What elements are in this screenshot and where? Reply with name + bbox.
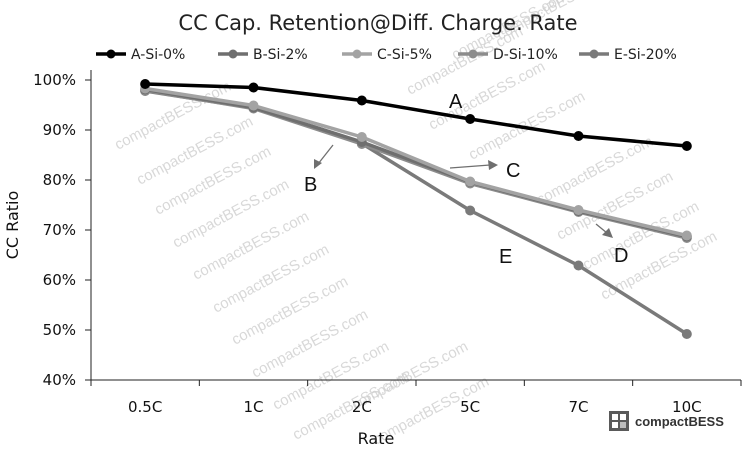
legend-swatch-marker — [468, 49, 478, 59]
data-point — [573, 260, 584, 271]
data-point — [140, 79, 151, 89]
annotation-d: D — [614, 245, 628, 267]
annotation-e: E — [499, 246, 512, 268]
legend-item: D-Si-10% — [458, 47, 558, 63]
data-point — [248, 82, 259, 93]
data-point — [681, 141, 692, 151]
series-layer — [140, 79, 692, 339]
x-axis-title: Rate — [358, 429, 395, 448]
x-tick-label: 5C — [460, 398, 480, 416]
annotation-c: C — [506, 160, 520, 182]
arrow-d-head — [602, 228, 613, 238]
annotation-arrows — [314, 144, 613, 238]
series-1 — [140, 79, 692, 151]
x-tick-label: 0.5C — [128, 398, 162, 416]
y-tick-label: 70% — [43, 221, 76, 239]
legend-label: C-Si-5% — [377, 47, 432, 63]
x-tick-label: 10C — [672, 398, 702, 416]
data-point — [573, 131, 584, 141]
annotation-a: A — [449, 91, 463, 113]
data-point — [356, 95, 367, 106]
data-point — [465, 176, 476, 187]
data-point — [248, 100, 259, 111]
legend-item: A-Si-0% — [96, 47, 185, 63]
brand-text: compactBESS — [635, 414, 724, 429]
legend-swatch-marker — [589, 49, 599, 59]
data-point — [681, 329, 692, 339]
data-point — [681, 230, 692, 241]
brand-mark: compactBESS — [609, 411, 724, 431]
chart-title: CC Cap. Retention@Diff. Charge. Rate — [178, 11, 577, 35]
legend-label: A-Si-0% — [131, 47, 185, 63]
y-tick-label: 40% — [43, 371, 76, 389]
y-tick-label: 60% — [43, 271, 76, 289]
y-tick-label: 90% — [43, 121, 76, 139]
legend-swatch-marker — [228, 49, 238, 59]
legend-item: B-Si-2% — [218, 47, 308, 63]
y-tick-label: 100% — [33, 71, 76, 89]
legend-label: B-Si-2% — [253, 47, 308, 63]
legend-item: E-Si-20% — [579, 47, 677, 63]
x-tick-label: 7C — [568, 398, 588, 416]
y-tick-labels: 40% 50% 60% 70% 80% 90% 100% — [33, 71, 91, 389]
arrow-c-line — [449, 164, 491, 169]
y-axis-title: CC Ratio — [3, 191, 22, 260]
arrow-b-line — [317, 144, 334, 165]
x-tick-label: 2C — [352, 398, 372, 416]
data-point — [356, 132, 367, 142]
grid-logo-icon — [609, 411, 629, 431]
legend-swatch-marker — [352, 49, 362, 59]
series-line — [144, 86, 688, 238]
data-point — [465, 114, 476, 124]
legend-label: D-Si-10% — [493, 47, 558, 63]
data-point — [465, 205, 476, 216]
x-tick-labels: 0.5C 1C 2C 5C 7C 10C — [90, 380, 742, 416]
arrow-c-head — [488, 160, 498, 170]
legend: A-Si-0% B-Si-2% C-Si-5% D-Si-10% E-Si-20% — [96, 47, 677, 63]
y-tick-label: 50% — [43, 321, 76, 339]
arrow-b-head — [314, 159, 322, 169]
x-tick-label: 1C — [243, 398, 263, 416]
y-tick-label: 80% — [43, 171, 76, 189]
annotation-b: B — [304, 174, 317, 196]
series-line — [145, 82, 687, 148]
data-point — [573, 205, 584, 215]
legend-label: E-Si-20% — [614, 47, 677, 63]
legend-item: C-Si-5% — [342, 47, 432, 63]
legend-swatch-marker — [106, 49, 116, 59]
arrow-d-line — [595, 223, 608, 234]
